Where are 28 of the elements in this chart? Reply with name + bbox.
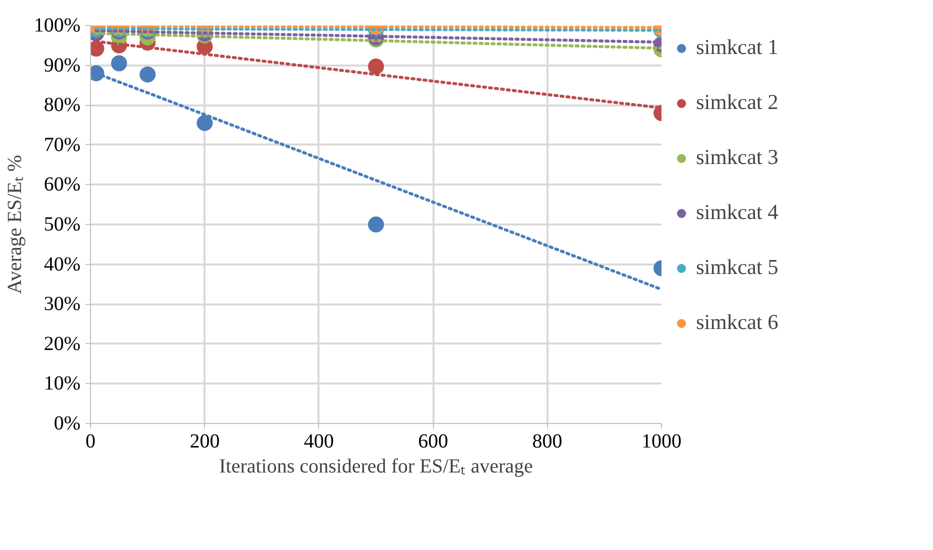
y-tick-label: 10%: [44, 372, 81, 395]
y-tick-label: 50%: [44, 214, 81, 236]
point: [196, 115, 213, 131]
x-tick-label: 800: [532, 430, 562, 452]
point: [111, 55, 128, 72]
y-tick-label: 20%: [44, 332, 81, 355]
x-tick-label: 600: [418, 430, 448, 452]
y-tick-label: 30%: [44, 293, 81, 316]
y-axis-title: Average ES/Eₜ %: [4, 154, 26, 294]
y-tick-label: 0%: [54, 412, 81, 434]
legend-label: simkcat 6: [696, 310, 780, 335]
legend-label: simkcat 1: [696, 35, 780, 60]
x-axis-title: Iterations considered for ES/Eₜ average: [219, 456, 534, 478]
x-tick-label: 0: [86, 430, 96, 452]
x-tick-label: 400: [304, 430, 334, 452]
y-tick-label: 70%: [44, 134, 81, 156]
x-tick-label: 200: [190, 430, 220, 452]
y-tick-label: 60%: [44, 174, 81, 196]
point: [140, 66, 156, 82]
y-tick-label: 40%: [44, 253, 81, 276]
legend-label: simkcat 3: [696, 145, 780, 170]
x-tick-label: 1000: [642, 430, 682, 452]
y-tick-label: 80%: [44, 94, 81, 116]
y-tick-label: 100%: [34, 14, 81, 36]
y-tick-label: 90%: [44, 54, 81, 76]
legend-label: simkcat 4: [696, 200, 780, 225]
legend-label: simkcat 5: [696, 255, 780, 280]
legend-label: simkcat 2: [696, 90, 780, 115]
